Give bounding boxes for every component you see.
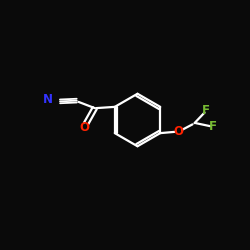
Text: N: N: [43, 93, 53, 106]
Text: O: O: [80, 122, 90, 134]
Text: F: F: [202, 104, 210, 117]
Text: O: O: [173, 125, 183, 138]
Text: F: F: [208, 120, 216, 132]
